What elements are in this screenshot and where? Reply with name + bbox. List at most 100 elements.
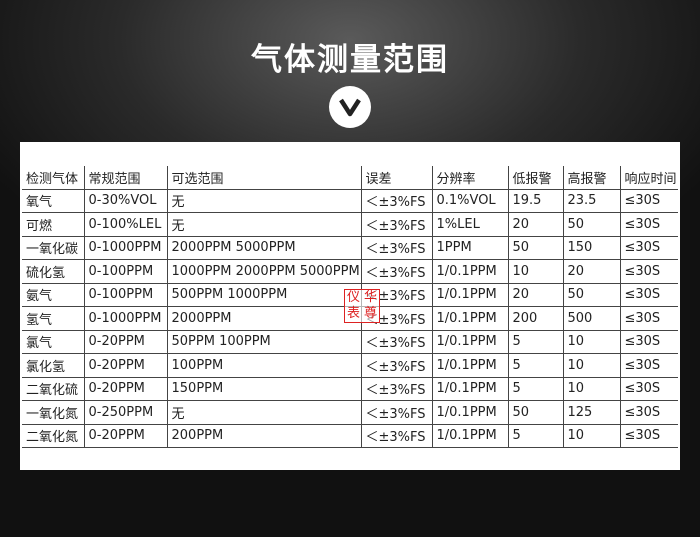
table-row: 氢气 0-1000PPM 2000PPM ＜±3%FS 1/0.1PPM 200 500 ≤3… — [22, 306, 678, 331]
cell: ≤30S — [619, 377, 678, 401]
cell: ＜±3%FS — [360, 212, 432, 237]
cell: 10 — [562, 377, 620, 401]
cell: 硫化氢 — [22, 259, 84, 284]
stamp-char: 尊 — [363, 306, 377, 321]
cell: ＜±3%FS — [360, 424, 432, 448]
cell: ≤30S — [619, 400, 678, 425]
cell: 20 — [507, 212, 563, 237]
cell: 氧气 — [22, 189, 84, 213]
cell: 1/0.1PPM — [431, 353, 508, 378]
cell: 0-100PPM — [83, 259, 167, 284]
column-header: 误差 — [360, 166, 432, 190]
column-header: 可选范围 — [166, 166, 361, 190]
cell: ＜±3%FS — [360, 353, 432, 378]
column-header: 响应时间 — [619, 166, 678, 190]
cell: 1%LEL — [431, 212, 508, 237]
cell: ＜±3%FS — [360, 377, 432, 401]
cell: 一氧化碳 — [22, 236, 84, 260]
cell: 0-100%LEL — [83, 212, 167, 237]
cell: ＜±3%FS — [360, 259, 432, 284]
cell: 1/0.1PPM — [431, 424, 508, 448]
table-row: 氨气 0-100PPM 500PPM 1000PPM ＜±3%FS 1/0.1PPM 20… — [22, 283, 678, 307]
cell: 10 — [507, 259, 563, 284]
cell: 50 — [507, 400, 563, 425]
cell: 200 — [507, 306, 563, 331]
cell: 氯气 — [22, 330, 84, 354]
table-row: 一氧化氮 0-250PPM 无＜±3%FS 1/0.1PPM 50 125 ≤30S — [22, 400, 678, 425]
cell: 0-30%VOL — [83, 189, 167, 213]
cell: 50 — [562, 212, 620, 237]
stamp-char: 仪 — [346, 290, 360, 305]
cell: ＜±3%FS — [360, 400, 432, 425]
cell: 150 — [562, 236, 620, 260]
cell: 500PPM 1000PPM — [166, 283, 361, 307]
stamp: 仪华表尊 — [344, 289, 380, 323]
cell: 125 — [562, 400, 620, 425]
header-row: 检测气体 常规范围 可选范围 误差 分辨率 低报警 高报警 响应时间 — [22, 166, 678, 190]
cell: ≤30S — [619, 306, 678, 331]
cell: 1/0.1PPM — [431, 259, 508, 284]
table-row: 氧气 0-30%VOL 无＜±3%FS 0.1%VOL 19.5 23.5 ≤30S — [22, 189, 678, 213]
cell: 1000PPM 2000PPM 5000PPM — [166, 259, 361, 284]
cell: 5 — [507, 377, 563, 401]
cell: 0-20PPM — [83, 330, 167, 354]
cell: 0-20PPM — [83, 377, 167, 401]
cell: 10 — [562, 353, 620, 378]
cell: ≤30S — [619, 259, 678, 284]
cell: ≤30S — [619, 189, 678, 213]
cell: 氯化氢 — [22, 353, 84, 378]
cell: 氢气 — [22, 306, 84, 331]
cell: 5 — [507, 330, 563, 354]
cell: 150PPM — [166, 377, 361, 401]
cell: 20 — [507, 283, 563, 307]
cell: ≤30S — [619, 424, 678, 448]
column-header: 常规范围 — [83, 166, 167, 190]
cell: 23.5 — [562, 189, 620, 213]
stamp-char: 表 — [346, 306, 360, 321]
cell: 500 — [562, 306, 620, 331]
cell: 100PPM — [166, 353, 361, 378]
cell: 0-100PPM — [83, 283, 167, 307]
cell: 无 — [166, 212, 361, 237]
cell: ≤30S — [619, 283, 678, 307]
table-row: 硫化氢 0-100PPM 1000PPM 2000PPM 5000PPM ＜±3%FS… — [22, 259, 678, 284]
cell: 1PPM — [431, 236, 508, 260]
cell: 0-1000PPM — [83, 236, 167, 260]
cell: 0-1000PPM — [83, 306, 167, 331]
cell: 5 — [507, 424, 563, 448]
cell: 50PPM 100PPM — [166, 330, 361, 354]
cell: ＜±3%FS — [360, 330, 432, 354]
cell: 0-20PPM — [83, 353, 167, 378]
column-header: 分辨率 — [431, 166, 508, 190]
cell: 1/0.1PPM — [431, 306, 508, 331]
cell: 二氧化氮 — [22, 424, 84, 448]
cell: 5 — [507, 353, 563, 378]
cell: ＜±3%FS — [360, 189, 432, 213]
cell: 2000PPM 5000PPM — [166, 236, 361, 260]
table-row: 二氧化氮 0-20PPM 200PPM ＜±3%FS 1/0.1PPM 5 10 ≤30S — [22, 424, 678, 448]
cell: 2000PPM — [166, 306, 361, 331]
cell: 1/0.1PPM — [431, 377, 508, 401]
cell: ≤30S — [619, 236, 678, 260]
cell: 20 — [562, 259, 620, 284]
column-header: 检测气体 — [22, 166, 84, 190]
table-row: 可燃 0-100%LEL 无＜±3%FS 1%LEL 20 50 ≤30S — [22, 212, 678, 237]
gas-table: 检测气体 常规范围 可选范围 误差 分辨率 低报警 高报警 响应时间 氧气 0-30%VOL 无＜±… — [22, 166, 678, 448]
cell: 10 — [562, 330, 620, 354]
stamp-char: 华 — [363, 290, 377, 305]
cell: 0-20PPM — [83, 424, 167, 448]
cell: 19.5 — [507, 189, 563, 213]
cell: ≤30S — [619, 353, 678, 378]
cell: 1/0.1PPM — [431, 400, 508, 425]
cell: 一氧化氮 — [22, 400, 84, 425]
table-row: 一氧化碳 0-1000PPM 2000PPM 5000PPM ＜±3%FS 1PPM 50… — [22, 236, 678, 260]
column-header: 高报警 — [562, 166, 620, 190]
cell: ≤30S — [619, 330, 678, 354]
table-row: 氯气 0-20PPM 50PPM 100PPM ＜±3%FS 1/0.1PPM 5 10 ≤3… — [22, 330, 678, 354]
cell: 无 — [166, 189, 361, 213]
cell: 无 — [166, 400, 361, 425]
column-header: 低报警 — [507, 166, 563, 190]
cell: 10 — [562, 424, 620, 448]
cell: ≤30S — [619, 212, 678, 237]
